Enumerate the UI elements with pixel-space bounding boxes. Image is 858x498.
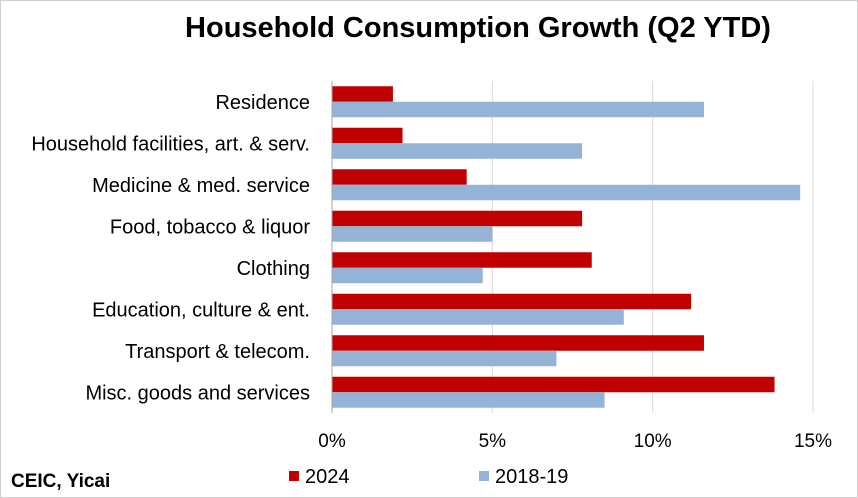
- category-label: Transport & telecom.: [125, 341, 310, 363]
- chart-title: Household Consumption Growth (Q2 YTD): [185, 12, 771, 44]
- bar-2018-19-2: [332, 143, 583, 159]
- source-note: CEIC, Yicai: [11, 471, 110, 492]
- bars: [332, 86, 801, 408]
- bar-2024-8: [332, 376, 775, 393]
- category-label: Medicine & med. service: [92, 175, 310, 197]
- legend-label-2024: 2024: [305, 466, 350, 488]
- bar-2018-19-7: [332, 350, 557, 367]
- legend-swatch-2018-19: [479, 471, 489, 481]
- category-label: Clothing: [237, 258, 310, 280]
- x-tick-label: 5%: [479, 431, 507, 452]
- legend-swatch-2024: [289, 471, 299, 481]
- bar-2024-6: [332, 293, 692, 310]
- category-labels: Residence Household facilities, art. & se…: [31, 92, 310, 405]
- bar-2018-19-4: [332, 226, 493, 242]
- category-label: Food, tobacco & liquor: [110, 216, 310, 238]
- bar-2018-19-8: [332, 392, 605, 408]
- legend-label-2018-19: 2018-19: [495, 466, 568, 488]
- bar-2024-3: [332, 169, 467, 185]
- bar-2018-19-6: [332, 309, 624, 325]
- bar-2018-19-3: [332, 184, 801, 201]
- bar-2024-2: [332, 127, 403, 144]
- bar-2024-1: [332, 86, 393, 102]
- bar-2018-19-1: [332, 101, 704, 118]
- category-label: Household facilities, art. & serv.: [31, 133, 310, 155]
- category-label: Education, culture & ent.: [92, 299, 310, 321]
- x-tick-label: 15%: [794, 431, 832, 452]
- x-tick-label: 0%: [318, 431, 346, 452]
- bar-2024-4: [332, 210, 583, 227]
- bar-2018-19-5: [332, 267, 483, 284]
- x-tick-labels: 0% 5% 10% 15%: [318, 431, 832, 452]
- x-tick-label: 10%: [634, 431, 672, 452]
- category-label: Residence: [215, 92, 310, 114]
- bar-2024-5: [332, 252, 592, 268]
- bar-2024-7: [332, 335, 704, 351]
- category-label: Misc. goods and services: [85, 382, 310, 404]
- legend: 2024 2018-19: [289, 466, 568, 488]
